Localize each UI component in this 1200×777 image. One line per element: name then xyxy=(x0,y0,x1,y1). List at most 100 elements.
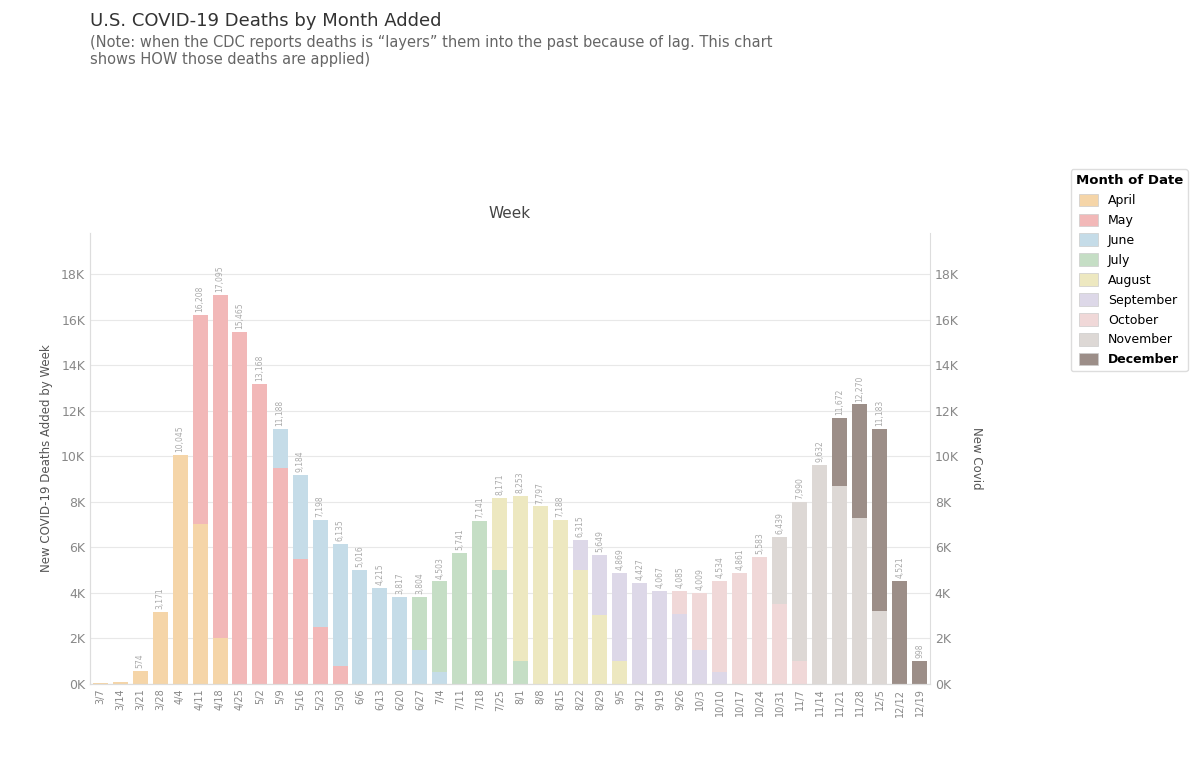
Text: 10,045: 10,045 xyxy=(175,426,185,452)
Bar xyxy=(572,540,588,570)
Bar xyxy=(332,544,348,666)
Bar xyxy=(852,405,868,518)
Bar xyxy=(332,666,348,684)
Bar xyxy=(872,611,888,684)
Text: 4,215: 4,215 xyxy=(376,563,384,585)
Bar xyxy=(252,384,268,684)
Bar xyxy=(432,581,448,672)
Bar xyxy=(212,294,228,638)
Bar xyxy=(272,468,288,684)
Text: 7,188: 7,188 xyxy=(556,496,564,517)
Text: 3,804: 3,804 xyxy=(415,573,425,594)
Bar xyxy=(852,518,868,684)
Text: 6,439: 6,439 xyxy=(775,513,785,535)
Bar xyxy=(572,570,588,684)
Text: 4,869: 4,869 xyxy=(616,549,624,570)
Text: (Note: when the CDC reports deaths is “layers” them into the past because of lag: (Note: when the CDC reports deaths is “l… xyxy=(90,35,773,68)
Bar xyxy=(392,597,408,684)
Bar xyxy=(312,627,328,684)
Bar xyxy=(272,429,288,468)
Text: 9,632: 9,632 xyxy=(816,440,824,462)
Bar xyxy=(692,650,708,684)
Text: 11,188: 11,188 xyxy=(276,400,284,427)
Text: 4,503: 4,503 xyxy=(436,556,444,579)
Bar xyxy=(92,683,108,684)
Bar xyxy=(812,465,828,684)
Bar xyxy=(533,507,547,684)
Bar xyxy=(653,591,667,684)
Text: 3,171: 3,171 xyxy=(156,587,164,609)
Text: 7,198: 7,198 xyxy=(316,496,324,517)
Bar xyxy=(692,593,708,650)
Bar xyxy=(512,496,528,661)
Text: 5,741: 5,741 xyxy=(456,528,464,550)
Bar xyxy=(353,570,367,684)
Bar xyxy=(173,455,187,684)
Text: 5,649: 5,649 xyxy=(595,531,605,552)
Text: 8,171: 8,171 xyxy=(496,473,504,495)
Bar xyxy=(512,661,528,684)
Bar xyxy=(312,520,328,627)
Text: 11,672: 11,672 xyxy=(835,389,845,416)
Text: 4,009: 4,009 xyxy=(696,568,704,590)
Text: U.S. COVID-19 Deaths by Month Added: U.S. COVID-19 Deaths by Month Added xyxy=(90,12,442,30)
Text: 3,817: 3,817 xyxy=(396,573,404,594)
Bar xyxy=(492,570,508,684)
Bar xyxy=(872,429,888,611)
Y-axis label: New COVID-19 Deaths Added by Week: New COVID-19 Deaths Added by Week xyxy=(40,344,53,573)
Text: 4,427: 4,427 xyxy=(636,559,644,580)
Bar xyxy=(773,537,787,604)
Bar xyxy=(773,604,787,684)
Text: 4,067: 4,067 xyxy=(655,566,665,588)
Bar xyxy=(552,520,568,684)
Bar xyxy=(152,611,168,684)
Bar xyxy=(492,498,508,570)
Text: 9,184: 9,184 xyxy=(295,451,305,472)
Bar xyxy=(432,672,448,684)
Bar xyxy=(792,661,808,684)
Bar xyxy=(632,583,648,684)
Bar xyxy=(713,580,727,672)
Text: 574: 574 xyxy=(136,653,144,668)
Text: 8,253: 8,253 xyxy=(516,472,524,493)
Bar xyxy=(212,638,228,684)
Text: 998: 998 xyxy=(916,644,924,658)
Bar xyxy=(833,486,847,684)
Text: 7,797: 7,797 xyxy=(535,482,545,503)
Text: 4,534: 4,534 xyxy=(715,556,725,578)
Text: 16,208: 16,208 xyxy=(196,286,204,312)
Bar xyxy=(192,315,208,524)
Bar xyxy=(413,598,427,650)
Bar xyxy=(192,524,208,684)
Bar xyxy=(732,573,748,684)
Bar xyxy=(792,502,808,661)
Bar xyxy=(593,615,607,684)
Bar xyxy=(672,614,688,684)
Text: 6,135: 6,135 xyxy=(336,520,344,542)
Text: 4,861: 4,861 xyxy=(736,549,744,570)
Bar xyxy=(612,573,628,661)
Bar xyxy=(113,682,127,684)
Bar xyxy=(893,581,907,684)
Bar xyxy=(752,556,768,684)
Bar xyxy=(233,332,247,684)
Bar xyxy=(473,521,487,684)
Text: 5,016: 5,016 xyxy=(355,545,365,567)
Text: 7,990: 7,990 xyxy=(796,477,804,499)
Text: 15,465: 15,465 xyxy=(235,302,245,329)
Text: 11,183: 11,183 xyxy=(876,400,884,427)
Bar xyxy=(372,588,388,684)
Bar xyxy=(293,559,307,684)
Bar xyxy=(293,475,307,559)
Text: 7,141: 7,141 xyxy=(475,497,485,518)
Text: 6,315: 6,315 xyxy=(576,516,584,538)
Bar xyxy=(833,418,847,486)
Y-axis label: New Covid: New Covid xyxy=(970,427,983,490)
Bar xyxy=(713,672,727,684)
Bar xyxy=(132,671,148,684)
Text: 5,583: 5,583 xyxy=(756,532,764,554)
Bar xyxy=(672,591,688,614)
Text: 4,521: 4,521 xyxy=(895,556,905,578)
Bar xyxy=(413,650,427,684)
Bar xyxy=(593,556,607,615)
